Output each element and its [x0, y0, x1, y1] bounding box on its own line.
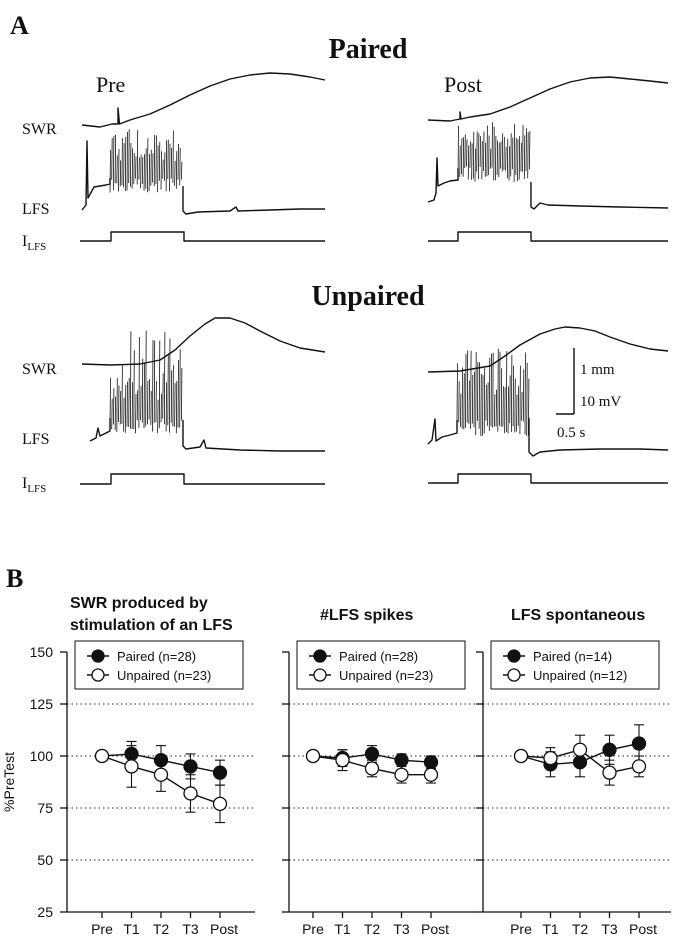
lfs-row-label: LFS — [22, 201, 50, 218]
chart-2: #LFS spikes Pre T1 T2 T3 Post Paired (n=28) Unp… — [282, 607, 477, 937]
data-point — [394, 767, 409, 782]
data-point — [513, 748, 529, 764]
panel-b-label: B — [6, 564, 23, 593]
paired-pre-swr-trace — [81, 72, 326, 128]
scale-label-10mv: 10 mV — [580, 394, 621, 410]
data-point — [305, 748, 321, 764]
unpaired-title: Unpaired — [311, 281, 424, 312]
y-tick-label: 100 — [30, 748, 54, 764]
chart-title: #LFS spikes — [320, 607, 413, 624]
data-point — [94, 748, 110, 764]
data-point — [364, 746, 380, 762]
swr-row-label-unpaired: SWR — [22, 361, 57, 378]
data-point — [394, 753, 409, 768]
legend-marker — [91, 649, 105, 663]
data-point — [631, 736, 647, 751]
scale-label-1mm: 1 mm — [580, 362, 615, 378]
unpaired-pre-current-step — [80, 473, 325, 485]
legend-marker — [507, 649, 521, 663]
legend-marker — [91, 668, 105, 682]
legend-label: Paired (n=28) — [117, 649, 196, 664]
paired-post-swr-trace — [427, 76, 669, 122]
y-tick-label: 75 — [37, 800, 53, 816]
data-point — [212, 796, 228, 811]
data-point — [423, 755, 439, 770]
x-tick-label: T2 — [572, 921, 589, 937]
unpaired-pre-lfs-trace — [89, 330, 325, 452]
x-tick-label: Pre — [510, 921, 532, 937]
panel-b-charts: SWR produced by stimulation of an LFS 25 50… — [1, 595, 671, 937]
ilfs-row-label-unpaired: ILFS — [22, 475, 46, 495]
swr-row-label: SWR — [22, 121, 57, 138]
legend-label: Paired (n=28) — [339, 649, 418, 664]
x-tick-label: T3 — [601, 921, 618, 937]
x-tick-label: Pre — [91, 921, 113, 937]
legend-marker — [507, 668, 521, 682]
unpaired-post-swr-trace — [427, 326, 669, 373]
paired-post-current-step — [428, 231, 668, 242]
x-tick-label: T2 — [153, 921, 170, 937]
data-point — [124, 759, 139, 774]
legend-marker — [313, 649, 327, 663]
paired-pre-lfs-trace — [81, 129, 325, 215]
ilfs-row-label: ILFS — [22, 233, 46, 253]
chart-title: SWR produced by — [70, 595, 208, 612]
legend — [490, 640, 660, 690]
unpaired-pre-swr-trace — [81, 317, 326, 366]
legend-label: Unpaired (n=23) — [339, 668, 433, 683]
data-point — [631, 759, 647, 774]
chart-title: LFS spontaneous — [511, 607, 645, 624]
legend — [296, 640, 466, 690]
x-tick-label: Post — [629, 921, 657, 937]
panel-a-label: A — [10, 11, 29, 40]
x-tick-label: T1 — [334, 921, 351, 937]
lfs-row-label-unpaired: LFS — [22, 431, 50, 448]
paired-title: Paired — [329, 34, 408, 65]
x-tick-label: T1 — [123, 921, 140, 937]
legend-label: Unpaired (n=23) — [117, 668, 211, 683]
y-tick-label: 150 — [30, 644, 54, 660]
x-tick-label: T2 — [364, 921, 381, 937]
data-point — [335, 753, 350, 768]
data-point — [153, 753, 169, 768]
chart-1: SWR produced by stimulation of an LFS 25 50… — [1, 595, 255, 937]
data-point — [364, 761, 380, 776]
unpaired-post-lfs-trace — [427, 348, 669, 457]
chart-3: LFS spontaneous Pre T1 T2 T3 Post Paired (n=14… — [476, 607, 671, 937]
x-tick-label: Post — [421, 921, 449, 937]
legend-marker — [313, 668, 327, 682]
data-point — [572, 742, 588, 757]
legend — [74, 640, 244, 690]
x-tick-label: Post — [210, 921, 238, 937]
pre-label: Pre — [96, 72, 125, 97]
unpaired-post-current-step — [428, 473, 668, 484]
data-point — [183, 786, 198, 801]
x-tick-label: T1 — [542, 921, 559, 937]
legend-label: Paired (n=14) — [533, 649, 612, 664]
scale-label-0-5s: 0.5 s — [557, 425, 586, 441]
paired-pre-current-step — [80, 231, 325, 242]
data-point — [572, 755, 588, 770]
chart-title: stimulation of an LFS — [70, 617, 233, 634]
x-tick-label: T3 — [182, 921, 199, 937]
data-point — [124, 746, 139, 762]
x-tick-label: Pre — [302, 921, 324, 937]
legend-label: Unpaired (n=12) — [533, 668, 627, 683]
y-tick-label: 50 — [37, 852, 53, 868]
y-tick-label: 125 — [30, 696, 54, 712]
data-point — [602, 742, 617, 757]
x-tick-label: T3 — [393, 921, 410, 937]
data-point — [543, 750, 558, 766]
y-axis-label: %PreTest — [1, 752, 17, 812]
data-point — [183, 759, 198, 774]
data-point — [423, 767, 439, 782]
data-point — [212, 765, 228, 780]
paired-post-lfs-trace — [427, 122, 669, 210]
data-point — [153, 767, 169, 782]
y-tick-label: 25 — [37, 904, 53, 920]
post-label: Post — [444, 72, 482, 97]
data-point — [602, 765, 617, 780]
